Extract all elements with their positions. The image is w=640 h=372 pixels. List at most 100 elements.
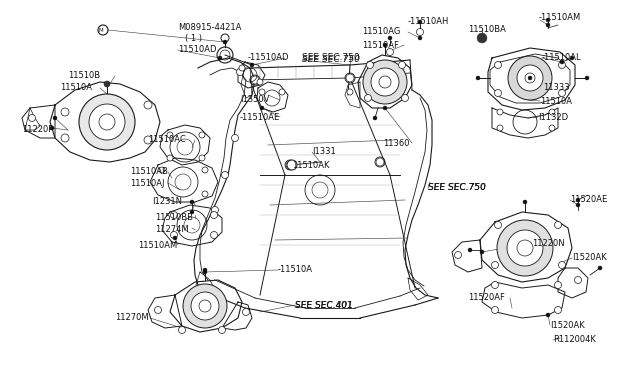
Circle shape: [575, 276, 582, 283]
Circle shape: [190, 210, 194, 214]
Text: 11510A: 11510A: [60, 83, 92, 93]
Circle shape: [61, 134, 69, 142]
Circle shape: [237, 68, 243, 76]
Circle shape: [202, 167, 208, 173]
Text: SEE SEC.750: SEE SEC.750: [428, 183, 486, 192]
Circle shape: [367, 61, 374, 68]
Circle shape: [546, 23, 550, 27]
Circle shape: [167, 155, 173, 161]
Circle shape: [476, 76, 480, 80]
Text: -11510AE: -11510AE: [240, 112, 280, 122]
Text: ( 1 ): ( 1 ): [185, 33, 202, 42]
Circle shape: [495, 90, 502, 96]
Circle shape: [50, 126, 54, 130]
Circle shape: [554, 307, 561, 314]
Circle shape: [104, 81, 110, 87]
Circle shape: [89, 104, 125, 140]
Text: -11510AD: -11510AD: [248, 54, 289, 62]
Circle shape: [497, 220, 553, 276]
Circle shape: [346, 74, 354, 82]
Circle shape: [144, 101, 152, 109]
Circle shape: [250, 63, 254, 67]
Circle shape: [480, 250, 484, 254]
Circle shape: [144, 136, 152, 144]
Text: SEE SEC.401: SEE SEC.401: [295, 301, 353, 310]
Circle shape: [495, 221, 502, 228]
Circle shape: [159, 167, 165, 173]
Circle shape: [387, 48, 394, 55]
Circle shape: [211, 212, 218, 218]
Text: I1520AK: I1520AK: [572, 253, 607, 263]
Circle shape: [365, 94, 371, 102]
Circle shape: [560, 60, 564, 64]
Circle shape: [53, 116, 57, 120]
Circle shape: [239, 65, 245, 71]
Circle shape: [549, 109, 555, 115]
Circle shape: [570, 56, 574, 60]
Circle shape: [371, 68, 399, 96]
Circle shape: [286, 161, 294, 169]
Circle shape: [559, 61, 566, 68]
Text: 11220P: 11220P: [22, 125, 53, 135]
Circle shape: [454, 251, 461, 259]
Circle shape: [492, 262, 499, 269]
Circle shape: [523, 200, 527, 204]
Circle shape: [203, 268, 207, 272]
Text: R112004K: R112004K: [553, 336, 596, 344]
Circle shape: [383, 106, 387, 110]
Circle shape: [559, 262, 566, 269]
Circle shape: [554, 221, 561, 228]
Circle shape: [218, 327, 225, 334]
Text: SEE SEC.750: SEE SEC.750: [302, 54, 360, 62]
Circle shape: [29, 115, 35, 122]
Circle shape: [399, 61, 406, 68]
Circle shape: [585, 76, 589, 80]
Circle shape: [154, 307, 161, 314]
Circle shape: [218, 56, 222, 60]
Circle shape: [279, 89, 285, 95]
Text: 11520AE: 11520AE: [570, 196, 607, 205]
Circle shape: [477, 33, 487, 43]
Text: I1350V: I1350V: [240, 96, 269, 105]
Text: 11333: 11333: [543, 83, 570, 92]
Circle shape: [243, 308, 250, 315]
Circle shape: [418, 36, 422, 40]
Circle shape: [468, 248, 472, 252]
Text: 11510AJ: 11510AJ: [130, 179, 164, 187]
Text: 11510AM: 11510AM: [138, 241, 177, 250]
Circle shape: [508, 56, 552, 100]
Circle shape: [401, 94, 408, 102]
Text: 11520AF: 11520AF: [468, 294, 505, 302]
Circle shape: [167, 132, 173, 138]
Text: 11510AD: 11510AD: [178, 45, 216, 55]
Text: -11510AL: -11510AL: [542, 54, 582, 62]
Circle shape: [179, 327, 186, 334]
Text: 11510AK: 11510AK: [292, 160, 330, 170]
Circle shape: [546, 313, 550, 317]
Circle shape: [259, 89, 265, 95]
Circle shape: [576, 203, 580, 207]
Circle shape: [546, 18, 550, 22]
Text: -11510A: -11510A: [278, 266, 313, 275]
Circle shape: [287, 160, 297, 170]
Text: 11510B: 11510B: [68, 71, 100, 80]
Text: 11510AF: 11510AF: [362, 41, 399, 49]
Circle shape: [495, 61, 502, 68]
Text: I1231N: I1231N: [152, 198, 182, 206]
Circle shape: [517, 65, 543, 91]
Text: M08915-4421A: M08915-4421A: [178, 23, 241, 32]
Circle shape: [211, 231, 218, 238]
Text: I1520AK: I1520AK: [550, 321, 585, 330]
Circle shape: [232, 135, 239, 141]
Circle shape: [507, 230, 543, 266]
Circle shape: [79, 94, 135, 150]
Circle shape: [199, 155, 205, 161]
Circle shape: [497, 109, 503, 115]
Circle shape: [203, 270, 207, 274]
Circle shape: [497, 125, 503, 131]
Circle shape: [251, 76, 259, 84]
Text: SEE SEC.750: SEE SEC.750: [428, 183, 486, 192]
Circle shape: [61, 108, 69, 116]
Text: 11510A: 11510A: [540, 96, 572, 106]
Circle shape: [257, 79, 263, 85]
